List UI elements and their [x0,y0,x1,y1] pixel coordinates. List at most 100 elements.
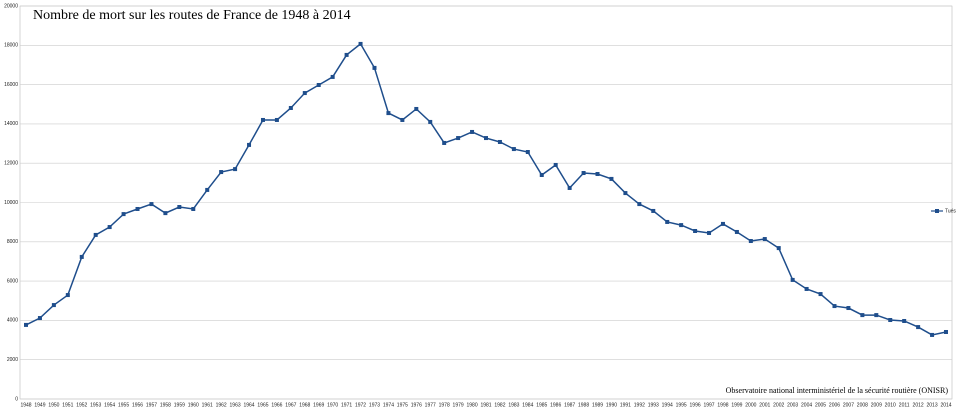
x-tick-label: 1979 [453,402,464,408]
point [470,129,475,134]
point [790,277,795,282]
x-tick-label: 1991 [620,402,631,408]
x-tick-label: 1968 [299,402,310,408]
x-tick-label: 1978 [439,402,450,408]
point [567,185,572,190]
point [902,318,907,323]
x-tick-label: 1958 [160,402,171,408]
x-tick-label: 1965 [257,402,268,408]
x-tick-label: 1956 [132,402,143,408]
x-tick-label: 1955 [118,402,129,408]
point [65,293,70,298]
point [344,52,349,57]
x-tick-label: 1986 [550,402,561,408]
point [511,147,516,152]
x-tick-label: 1949 [34,402,45,408]
point [191,206,196,211]
point [302,91,307,96]
x-tick-label: 2010 [885,402,896,408]
x-tick-label: 1995 [676,402,687,408]
point [51,303,56,308]
point [149,202,154,207]
point [260,117,265,122]
x-tick-label: 1985 [536,402,547,408]
y-tick-label: 0 [15,396,18,402]
y-tick-label: 16000 [4,82,18,88]
point [748,239,753,244]
x-tick-label: 2006 [829,402,840,408]
x-tick-label: 2002 [773,402,784,408]
point [135,206,140,211]
x-tick-label: 1998 [717,402,728,408]
x-tick-label: 1972 [355,402,366,408]
point [888,318,893,323]
y-tick-label: 8000 [7,239,18,245]
point [497,139,502,144]
point [288,105,293,110]
point [679,223,684,228]
x-tick-label: 1964 [243,402,254,408]
point [762,237,767,242]
point [734,229,739,234]
point [79,254,84,259]
x-tick-label: 2011 [899,402,910,408]
series-line [25,42,947,336]
x-tick-label: 2005 [815,402,826,408]
x-tick-label: 1961 [202,402,213,408]
x-tick-label: 1989 [592,402,603,408]
x-tick-label: 1957 [146,402,157,408]
point [205,187,210,192]
x-tick-label: 1950 [48,402,59,408]
point [484,136,488,141]
point [539,172,544,177]
x-tick-label: 2008 [857,402,868,408]
point [776,246,781,251]
x-tick-label: 1992 [634,402,645,408]
x-tick-label: 1997 [703,402,714,408]
x-tick-label: 1952 [76,402,87,408]
x-tick-label: 1960 [188,402,199,408]
point [372,65,377,70]
point [330,74,335,79]
y-tick-label: 18000 [4,43,18,49]
point [316,82,321,87]
source-note: Observatoire national interministériel d… [726,386,949,395]
point [818,292,823,297]
x-tick-label: 1980 [466,402,477,408]
point [414,106,419,111]
point [121,212,126,217]
x-tick-label: 1983 [508,402,519,408]
x-tick-label: 1959 [174,402,185,408]
point [916,325,921,330]
point [651,208,656,213]
point [247,142,252,147]
y-tick-label: 2000 [7,357,18,363]
x-tick-label: 1973 [369,402,380,408]
x-tick-label: 2013 [926,402,937,408]
point [637,202,642,207]
x-tick-label: 1974 [383,402,394,408]
x-tick-label: 1993 [648,402,659,408]
point [595,172,600,177]
x-tick-label: 1976 [411,402,422,408]
point [177,205,182,210]
point [930,332,935,337]
point [400,117,405,122]
y-tick-label: 10000 [4,200,18,206]
y-tick-label: 12000 [4,161,18,167]
y-tick-label: 4000 [7,318,18,324]
point [233,167,238,172]
x-tick-label: 2009 [871,402,882,408]
x-tick-label: 2007 [843,402,854,408]
y-tick-label: 6000 [7,278,18,284]
point [274,117,279,122]
point [163,211,168,216]
x-tick-label: 1966 [271,402,282,408]
x-tick-label: 1951 [62,402,73,408]
point [358,41,363,46]
x-tick-label: 1982 [494,402,505,408]
x-tick-label: 1967 [285,402,296,408]
point [219,170,224,175]
x-tick-label: 2001 [759,402,770,408]
